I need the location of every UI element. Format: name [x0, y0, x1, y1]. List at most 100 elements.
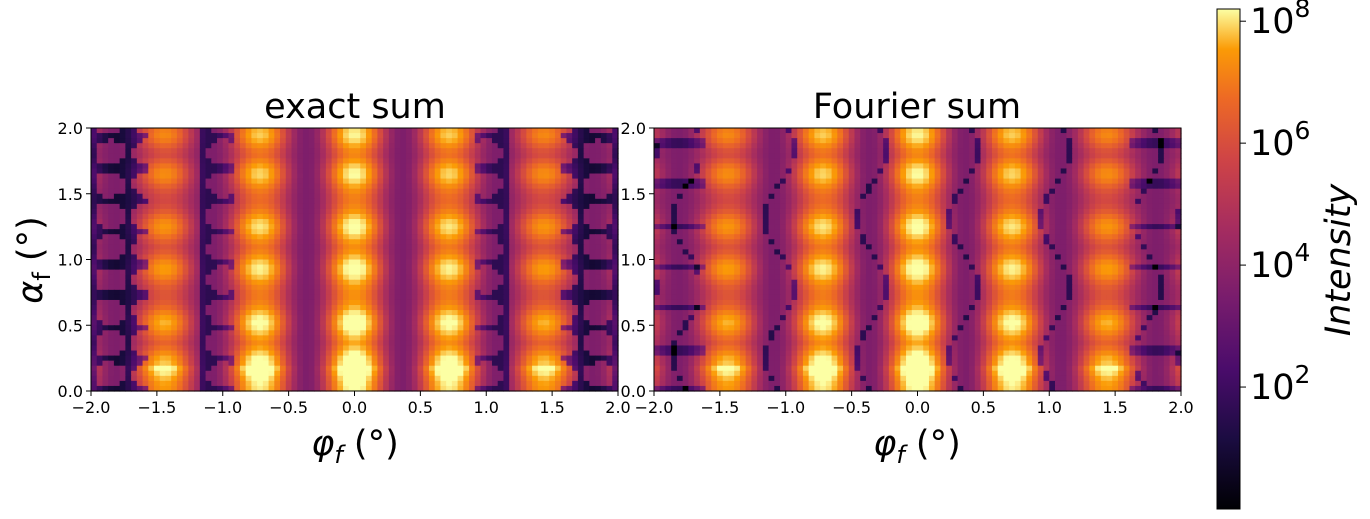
heatmap-cell — [119, 380, 126, 387]
heatmap-cell — [474, 380, 482, 387]
heatmap-cell — [245, 345, 252, 352]
heatmap-cell — [474, 299, 482, 306]
heatmap-cell — [509, 158, 516, 165]
heatmap-cell — [257, 345, 264, 352]
heatmap-cell — [285, 259, 293, 266]
heatmap-cells-exact — [91, 128, 619, 392]
heatmap-cell — [337, 198, 344, 205]
heatmap-cell — [222, 158, 230, 165]
heatmap-cell — [228, 315, 235, 321]
heatmap-cell — [119, 153, 126, 159]
heatmap-cell — [343, 234, 350, 240]
heatmap-cell — [583, 289, 590, 296]
heatmap-cell — [222, 213, 230, 220]
heatmap-cell — [554, 269, 562, 276]
heatmap-cell — [572, 274, 579, 281]
heatmap-cell — [360, 239, 367, 245]
heatmap-cell — [136, 213, 144, 220]
heatmap-cell — [446, 163, 453, 170]
heatmap-cell — [520, 213, 527, 220]
heatmap-cell — [125, 244, 132, 250]
heatmap-cell — [165, 284, 172, 291]
heatmap-cell — [142, 249, 149, 256]
heatmap-cell — [360, 188, 367, 195]
heatmap-cell — [514, 305, 522, 311]
heatmap-cell — [348, 380, 356, 387]
heatmap-cell — [486, 143, 493, 149]
heatmap-cell — [262, 178, 270, 185]
heatmap-cell — [262, 219, 270, 225]
heatmap-cell — [566, 340, 573, 347]
heatmap-cell — [383, 219, 390, 225]
heatmap-cell — [222, 153, 230, 159]
heatmap-cell — [136, 370, 144, 377]
heatmap-cell — [285, 375, 293, 382]
heatmap-cell — [560, 244, 568, 250]
heatmap-cell — [377, 299, 384, 306]
heatmap-cell — [354, 224, 361, 230]
heatmap-cell — [314, 198, 321, 205]
heatmap-cell — [595, 380, 602, 387]
heatmap-cell — [136, 148, 144, 154]
heatmap-cell — [566, 249, 573, 256]
heatmap-cell — [549, 234, 556, 240]
heatmap-cell — [566, 239, 573, 245]
heatmap-cell — [377, 340, 384, 347]
heatmap-cell — [388, 375, 396, 382]
heatmap-cell — [280, 219, 287, 225]
heatmap-cell — [532, 193, 539, 200]
heatmap-cell — [182, 143, 189, 149]
heatmap-cell — [274, 198, 281, 205]
heatmap-cell — [543, 355, 550, 362]
heatmap-cell — [434, 173, 442, 180]
heatmap-cell — [119, 143, 126, 149]
heatmap-cell — [440, 269, 447, 276]
heatmap-cell — [486, 239, 493, 245]
heatmap-cell — [469, 173, 476, 180]
heatmap-cell — [388, 274, 396, 281]
heatmap-cell — [297, 380, 304, 387]
heatmap-cell — [194, 269, 201, 276]
heatmap-cell — [520, 168, 527, 175]
heatmap-cell — [291, 385, 298, 392]
heatmap-cell — [365, 158, 373, 165]
heatmap-cell — [222, 305, 230, 311]
heatmap-cell — [560, 294, 568, 301]
heatmap-cell — [768, 133, 775, 139]
heatmap-cell — [108, 254, 115, 261]
heatmap-cell — [131, 244, 138, 250]
heatmap-cell — [136, 224, 144, 230]
heatmap-cell — [411, 188, 419, 195]
heatmap-cell — [96, 254, 104, 261]
heatmap-cell — [239, 325, 247, 331]
heatmap-cell — [560, 193, 568, 200]
heatmap-cell — [388, 284, 396, 291]
heatmap-cell — [171, 168, 178, 175]
heatmap-cell — [480, 148, 487, 154]
x-ticks-exact: −2.0 −1.5 −1.0 −0.5 0.0 0.5 1.0 1.5 2.0 — [72, 391, 631, 417]
heatmap-cell — [354, 183, 361, 190]
heatmap-cell — [497, 208, 505, 215]
heatmap-cell — [194, 305, 201, 311]
heatmap-cell — [325, 345, 333, 352]
heatmap-cell — [371, 193, 379, 200]
heatmap-cell — [446, 188, 453, 195]
heatmap-cell — [503, 350, 510, 357]
heatmap-cell — [348, 259, 356, 266]
heatmap-cell — [537, 229, 545, 235]
heatmap-cell — [394, 375, 401, 382]
heatmap-cell — [600, 193, 608, 200]
heatmap-cell — [343, 320, 350, 326]
heatmap-cell — [159, 244, 167, 250]
panel-exact-sum: exact sum −2.0 −1.5 −1.0 −0.5 0.0 0.5 1.0 1.5 2.… — [11, 87, 631, 469]
heatmap-cell — [113, 138, 121, 144]
heatmap-cell — [354, 148, 361, 154]
heatmap-cell — [159, 264, 167, 271]
heatmap-cell — [136, 345, 144, 352]
heatmap-cell — [119, 193, 126, 200]
heatmap-cell — [142, 380, 149, 387]
heatmap-cell — [503, 259, 510, 266]
heatmap-cell — [125, 284, 132, 291]
heatmap-cell — [480, 279, 487, 286]
heatmap-cell — [159, 340, 167, 347]
